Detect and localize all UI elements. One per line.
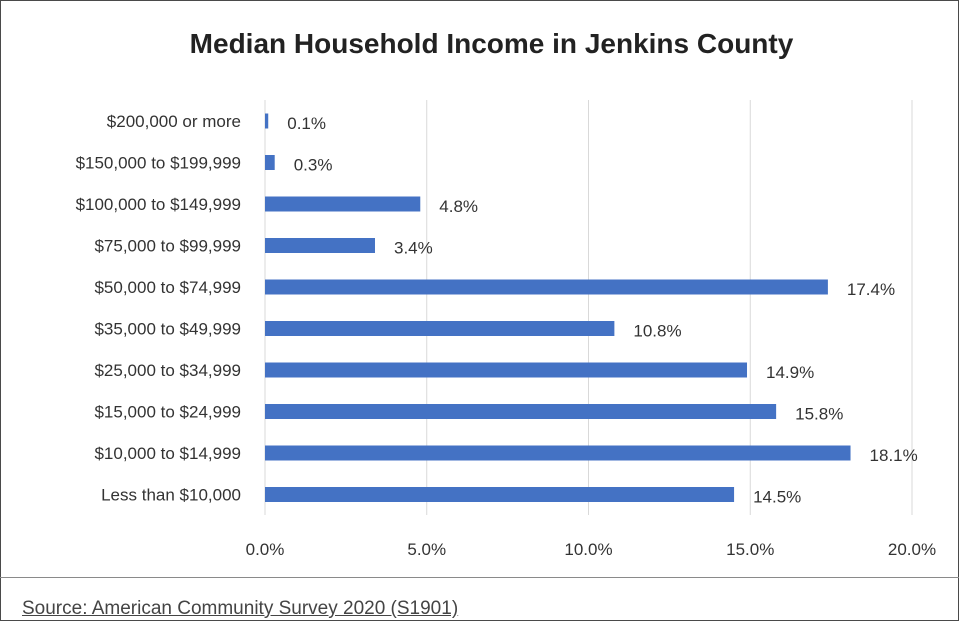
data-label: 0.1% — [287, 114, 326, 133]
category-label: $100,000 to $149,999 — [76, 195, 241, 214]
data-label: 0.3% — [294, 156, 333, 175]
bar — [265, 321, 615, 336]
bar — [265, 362, 748, 378]
category-label: $35,000 to $49,999 — [94, 320, 241, 339]
data-label: 15.8% — [795, 405, 843, 424]
bar — [265, 487, 735, 502]
bar-chart: $200,000 or more $150,000 to $199,999 $100… — [76, 100, 936, 559]
bar — [265, 238, 375, 253]
bar — [265, 404, 777, 419]
category-label: $200,000 or more — [107, 112, 241, 131]
x-tick-label: 15.0% — [726, 540, 774, 559]
category-label: Less than $10,000 — [101, 486, 241, 505]
footer-divider — [0, 577, 959, 578]
x-tick-label: 10.0% — [564, 540, 612, 559]
value-labels: 0.1% 0.3% 4.8% 3.4% 17.4% 10.8% 14.9% 15.8% 18.1… — [287, 114, 918, 507]
category-labels: $200,000 or more $150,000 to $199,999 $100… — [76, 112, 241, 505]
category-label: $75,000 to $99,999 — [94, 237, 241, 256]
x-axis-ticks: 0.0% 5.0% 10.0% 15.0% 20.0% — [246, 540, 936, 559]
data-label: 18.1% — [870, 446, 918, 465]
data-label: 4.8% — [439, 197, 478, 216]
bar — [265, 196, 421, 212]
data-label: 14.5% — [753, 488, 801, 507]
category-label: $150,000 to $199,999 — [76, 154, 241, 173]
data-label: 10.8% — [633, 322, 681, 341]
x-tick-label: 5.0% — [407, 540, 446, 559]
data-label: 3.4% — [394, 239, 433, 258]
bar — [265, 113, 269, 129]
bar — [265, 279, 828, 295]
chart-title: Median Household Income in Jenkins Count… — [189, 28, 794, 59]
source-note: Source: American Community Survey 2020 (… — [22, 598, 459, 619]
data-label: 14.9% — [766, 363, 814, 382]
x-tick-label: 0.0% — [246, 540, 285, 559]
bar — [265, 155, 275, 170]
category-label: $10,000 to $14,999 — [94, 444, 241, 463]
category-label: $25,000 to $34,999 — [94, 361, 241, 380]
category-label: $50,000 to $74,999 — [94, 278, 241, 297]
data-label: 17.4% — [847, 280, 895, 299]
x-tick-label: 20.0% — [888, 540, 936, 559]
bar — [265, 445, 851, 461]
bars — [265, 113, 851, 502]
category-label: $15,000 to $24,999 — [94, 403, 241, 422]
